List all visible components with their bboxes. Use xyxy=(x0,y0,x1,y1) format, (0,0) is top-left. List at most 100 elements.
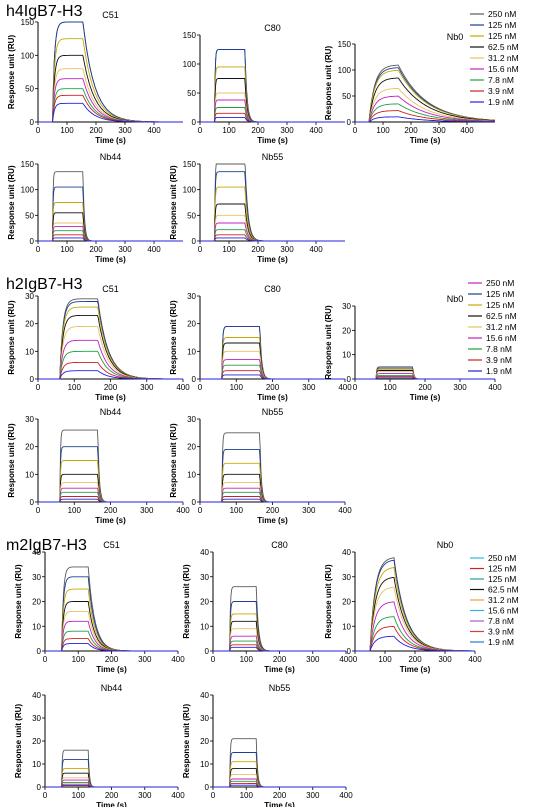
x-tick-label: 400 xyxy=(338,506,352,515)
y-tick-label: 30 xyxy=(200,714,209,723)
legend-label: 3.9 nM xyxy=(488,86,514,96)
x-axis-label: Time (s) xyxy=(410,136,441,145)
panel-title: C51 xyxy=(102,284,119,294)
y-axis-label: Response unit (RU) xyxy=(7,165,16,240)
panel-title: Nb55 xyxy=(262,152,284,162)
y-tick-label: 30 xyxy=(32,714,41,723)
x-axis-label: Time (s) xyxy=(95,255,126,264)
x-tick-label: 0 xyxy=(36,126,41,135)
x-tick-label: 100 xyxy=(378,655,392,664)
y-tick-label: 20 xyxy=(342,598,351,607)
x-tick-label: 300 xyxy=(438,655,452,664)
y-tick-label: 50 xyxy=(25,85,34,94)
panel-nb44: 0 100 200 300 400 0 10 20 30 Nb44 Time (s) Response… xyxy=(7,407,190,525)
series-line xyxy=(200,498,345,503)
x-tick-label: 400 xyxy=(176,506,190,515)
panel-title: Nb44 xyxy=(101,683,123,693)
y-tick-label: 50 xyxy=(187,89,196,98)
y-tick-label: 0 xyxy=(205,783,210,792)
x-tick-label: 200 xyxy=(273,655,287,664)
legend-label: 31.2 nM xyxy=(488,53,519,63)
y-tick-label: 0 xyxy=(192,118,197,127)
legend-label: 7.8 nM xyxy=(488,75,514,85)
y-tick-label: 10 xyxy=(25,347,34,356)
panel-nb55: 0 100 200 300 400 0 50 100 150 Nb55 Time (s) Respon… xyxy=(169,152,345,264)
series-line xyxy=(355,103,495,123)
x-axis-label: Time (s) xyxy=(400,665,431,674)
x-tick-label: 100 xyxy=(72,655,86,664)
panel-title: Nb0 xyxy=(447,294,464,304)
section-title: m2IgB7-H3 xyxy=(6,537,87,554)
y-tick-label: 20 xyxy=(25,320,34,329)
x-tick-label: 300 xyxy=(140,506,154,515)
x-tick-label: 200 xyxy=(89,126,103,135)
series-line xyxy=(200,374,345,380)
y-axis-label: Response unit (RU) xyxy=(324,46,333,121)
x-axis-label: Time (s) xyxy=(96,665,127,674)
panel-c51: 0 100 200 300 400 0 10 20 30 40 C51 Time (s) Respons… xyxy=(14,540,185,674)
legend-label: 15.6 nM xyxy=(488,64,519,74)
panel-c51: 0 100 200 300 400 0 10 20 30 C51 Time (s) Response … xyxy=(7,284,190,402)
y-tick-label: 150 xyxy=(183,160,197,169)
x-axis-label: Time (s) xyxy=(257,136,288,145)
x-tick-label: 0 xyxy=(36,383,41,392)
series-line xyxy=(213,780,346,788)
y-tick-label: 10 xyxy=(200,760,209,769)
y-tick-label: 0 xyxy=(347,375,352,384)
x-tick-label: 100 xyxy=(383,383,397,392)
y-tick-label: 20 xyxy=(342,326,351,335)
x-tick-label: 300 xyxy=(280,126,294,135)
y-axis-label: Response unit (RU) xyxy=(169,300,178,375)
legend-label: 15.6 nM xyxy=(486,333,517,343)
series-line xyxy=(38,186,183,242)
x-tick-label: 100 xyxy=(68,383,82,392)
panel-title: Nb44 xyxy=(100,407,122,417)
panel-title: C51 xyxy=(103,540,120,550)
legend-label: 31.2 nM xyxy=(486,322,517,332)
series-line xyxy=(213,640,346,652)
x-tick-label: 0 xyxy=(36,245,41,254)
series-line xyxy=(213,778,346,788)
x-tick-label: 0 xyxy=(211,655,216,664)
panel-nb55: 0 100 200 300 400 0 10 20 30 40 Nb55 Time (s) Respon… xyxy=(182,683,353,807)
legend-label: 31.2 nM xyxy=(488,595,519,605)
x-tick-label: 300 xyxy=(138,655,152,664)
x-tick-label: 100 xyxy=(230,383,244,392)
y-tick-label: 40 xyxy=(32,548,41,557)
legend-label: 62.5 nM xyxy=(488,585,519,595)
series-line xyxy=(213,784,346,788)
x-tick-label: 400 xyxy=(460,126,474,135)
x-tick-label: 100 xyxy=(240,791,254,800)
y-axis-label: Response unit (RU) xyxy=(14,564,23,639)
x-tick-label: 400 xyxy=(468,655,482,664)
series-line xyxy=(38,237,183,242)
series-line xyxy=(38,498,183,503)
panel-title: Nb0 xyxy=(447,32,464,42)
y-tick-label: 100 xyxy=(21,51,35,60)
y-tick-label: 10 xyxy=(342,351,351,360)
x-tick-label: 200 xyxy=(266,506,280,515)
series-line xyxy=(200,229,345,242)
y-tick-label: 10 xyxy=(187,470,196,479)
y-tick-label: 30 xyxy=(32,573,41,582)
panel-title: Nb55 xyxy=(262,407,284,417)
y-tick-label: 20 xyxy=(25,443,34,452)
x-tick-label: 100 xyxy=(72,791,86,800)
y-tick-label: 0 xyxy=(205,647,210,656)
series-line xyxy=(200,203,345,242)
y-tick-label: 10 xyxy=(32,622,41,631)
y-tick-label: 10 xyxy=(200,622,209,631)
series-line xyxy=(213,768,346,788)
x-tick-label: 300 xyxy=(453,383,467,392)
y-tick-label: 20 xyxy=(200,737,209,746)
y-tick-label: 10 xyxy=(32,760,41,769)
legend-label: 125 nM xyxy=(486,300,514,310)
x-axis-label: Time (s) xyxy=(257,516,288,525)
legend-label: 7.8 nM xyxy=(486,344,512,354)
x-tick-label: 300 xyxy=(302,383,316,392)
section-title: h4IgB7-H3 xyxy=(6,3,83,20)
y-tick-label: 0 xyxy=(192,375,197,384)
